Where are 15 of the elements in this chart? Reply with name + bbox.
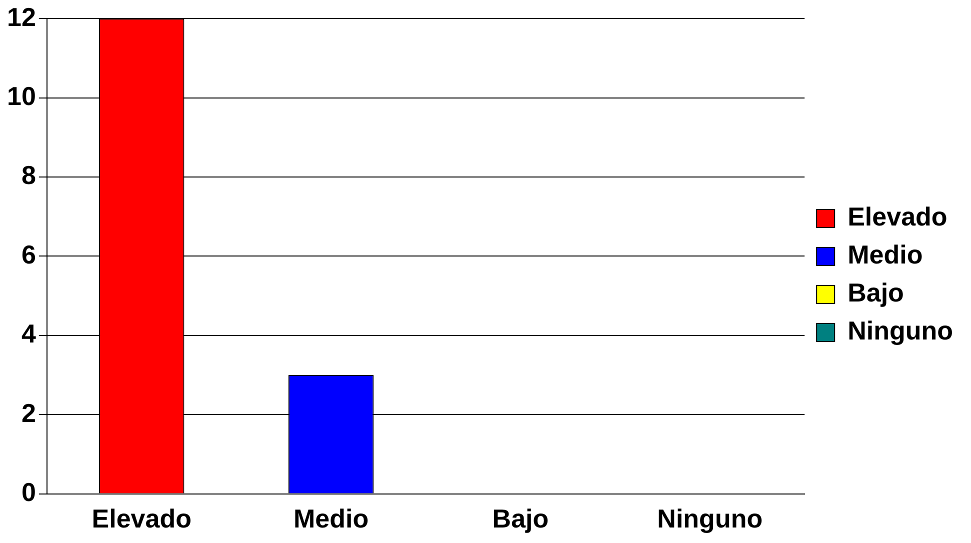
y-tick-label: 6 xyxy=(21,239,36,270)
x-tick-label: Ninguno xyxy=(657,504,763,534)
x-tick-label: Elevado xyxy=(92,504,192,534)
legend-label: Elevado xyxy=(848,202,948,232)
x-tick-label: Medio xyxy=(293,504,369,534)
x-tick-label: Bajo xyxy=(492,504,549,534)
legend-label: Bajo xyxy=(848,278,904,308)
legend-label: Ninguno xyxy=(848,316,954,346)
y-tick-label: 12 xyxy=(7,2,36,32)
y-tick-label: 8 xyxy=(21,160,36,190)
y-tick-label: 0 xyxy=(21,476,36,507)
y-tick-label: 4 xyxy=(21,318,36,349)
legend-label: Medio xyxy=(848,240,923,270)
y-tick-label: 2 xyxy=(21,398,36,428)
y-tick-label: 10 xyxy=(7,80,36,111)
